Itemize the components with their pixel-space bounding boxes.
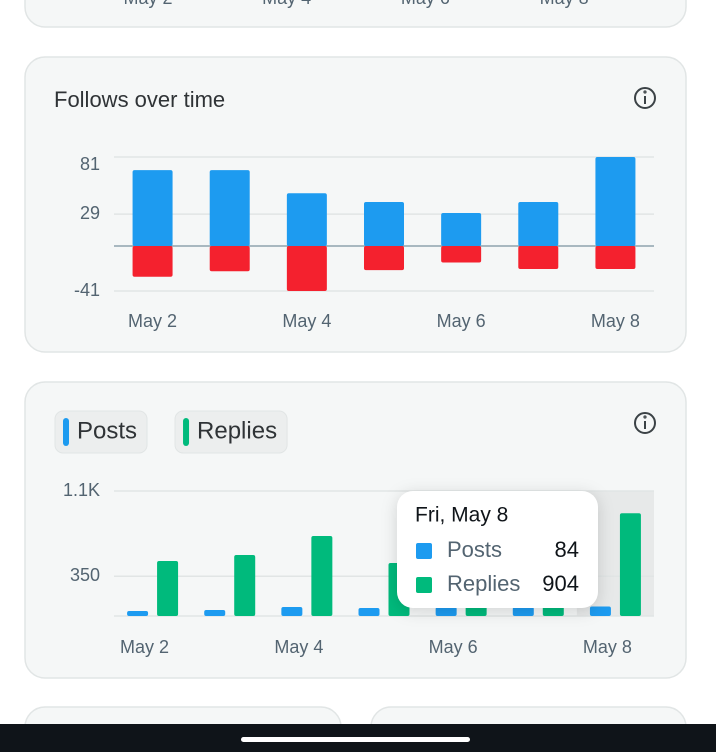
x-tick-label: May 4 [274, 637, 323, 657]
tooltip-value: 904 [542, 571, 579, 596]
tooltip-label: Posts [447, 537, 502, 562]
bar [209, 170, 250, 246]
y-tick-label: 350 [70, 565, 100, 585]
x-tick-label: May 2 [128, 311, 177, 331]
y-tick-label: 29 [80, 203, 100, 223]
bar [132, 245, 173, 277]
legend-swatch [183, 418, 190, 446]
x-tick-label: May 4 [282, 311, 331, 331]
bar [127, 611, 149, 616]
bar [132, 170, 173, 246]
y-tick-label: 1.1K [63, 480, 100, 500]
info-icon[interactable] [634, 412, 656, 434]
legend-chip[interactable]: Replies [174, 410, 288, 454]
bar [358, 608, 380, 616]
bar [157, 561, 179, 616]
bar [364, 245, 404, 271]
tooltip-swatch [416, 577, 432, 593]
tooltip-label: Replies [447, 571, 520, 596]
bar [311, 536, 333, 616]
tooltip-title: Fri, May 8 [415, 504, 508, 527]
x-tick-label: May 8 [583, 637, 632, 657]
x-tick-label: May 4 [262, 0, 311, 8]
info-icon[interactable] [634, 87, 656, 109]
bar [518, 245, 559, 270]
legend-label: Replies [197, 417, 277, 444]
y-tick-label: -41 [74, 280, 100, 300]
legend-label: Posts [77, 417, 137, 444]
tooltip: Fri, May 8 Posts 84 Replies 904 [397, 491, 598, 608]
x-tick-label: May 6 [429, 637, 478, 657]
bar [589, 606, 611, 616]
chip-bg [174, 410, 288, 454]
bar [234, 554, 256, 616]
card [24, 0, 687, 28]
chip-bg [54, 410, 148, 454]
bar [619, 513, 641, 616]
x-tick-label: May 2 [120, 637, 169, 657]
bar [512, 607, 534, 616]
x-tick-label: May 2 [123, 0, 172, 8]
card [24, 56, 687, 353]
legend-swatch [63, 418, 69, 446]
bar [595, 245, 636, 270]
chart-title: Follows over time [54, 87, 225, 112]
bar [435, 607, 457, 616]
x-tick-label: May 6 [437, 311, 486, 331]
x-tick-label: May 6 [401, 0, 450, 8]
x-tick-label: May 8 [540, 0, 589, 8]
bar [441, 245, 482, 263]
y-tick-label: 81 [80, 154, 100, 174]
bar [364, 202, 404, 246]
bar [204, 609, 226, 616]
bar [286, 245, 327, 291]
x-tick-label: May 8 [591, 311, 640, 331]
bar [281, 607, 303, 616]
tooltip-bg [397, 491, 598, 608]
bar [518, 202, 559, 246]
bar [209, 245, 250, 272]
bar [595, 157, 636, 246]
tooltip-swatch [416, 543, 432, 559]
bar [286, 193, 327, 246]
legend-chip[interactable]: Posts [54, 410, 148, 454]
home-indicator[interactable] [241, 737, 470, 742]
tooltip-value: 84 [555, 537, 579, 562]
bar [441, 213, 482, 246]
